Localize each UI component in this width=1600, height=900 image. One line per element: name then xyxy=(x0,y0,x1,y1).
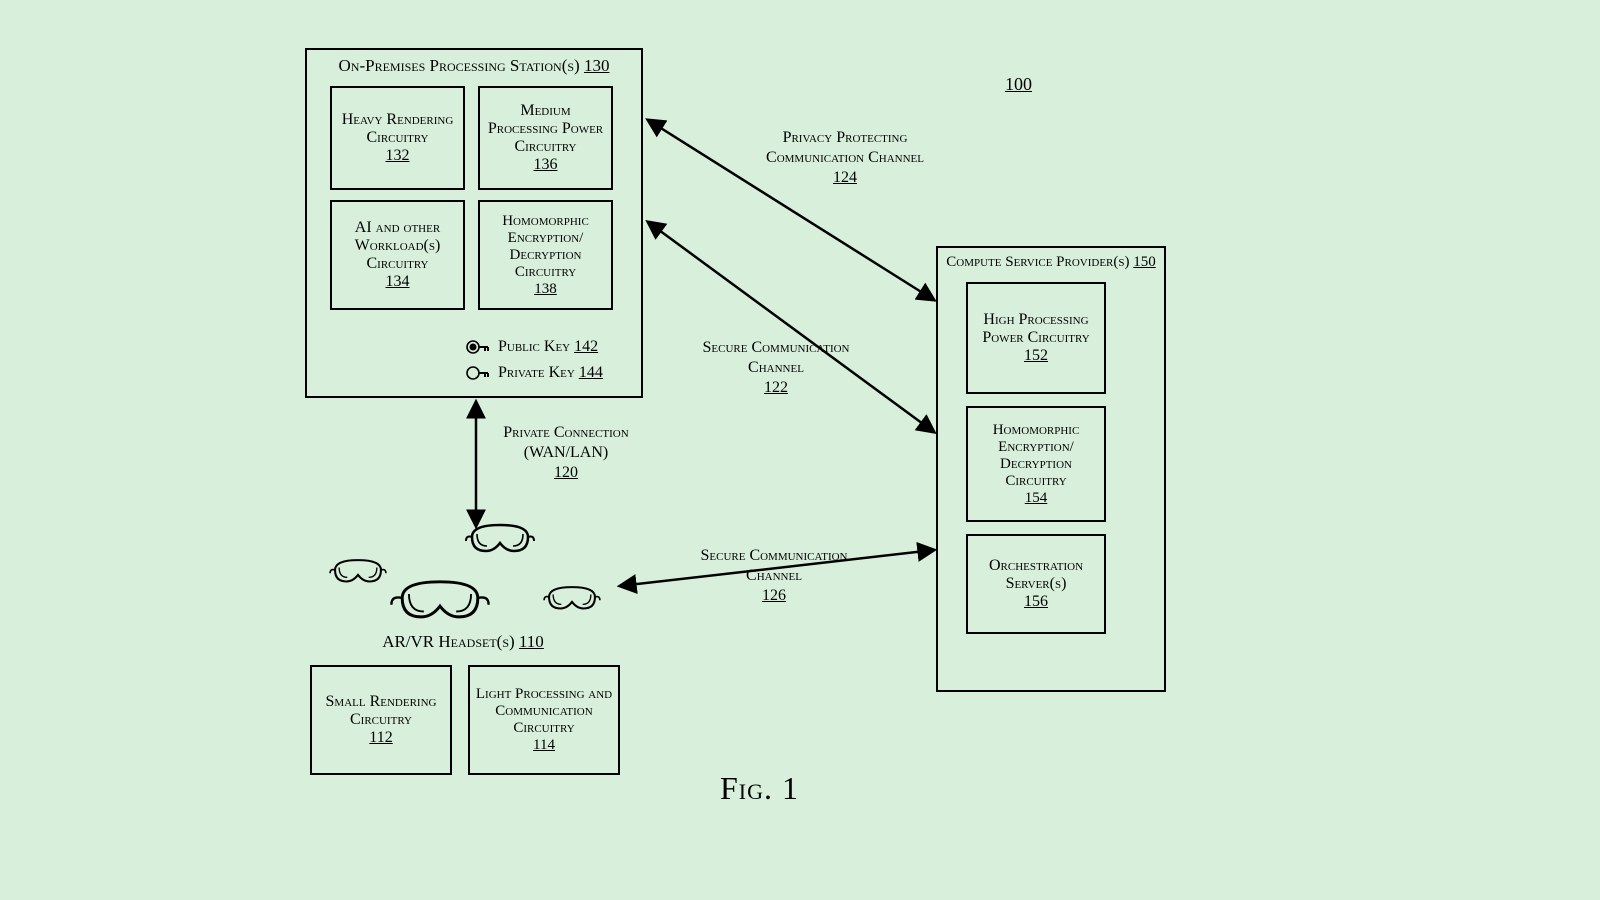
cell-136-label: Medium Processing Power Circuitry xyxy=(484,102,607,156)
csp-title-ref: 150 xyxy=(1133,254,1156,270)
public-key-row: Public Key 142 xyxy=(466,338,598,356)
headsets-title-text: AR/VR Headset(s) xyxy=(382,632,514,651)
cell-134-ref: 134 xyxy=(386,273,410,291)
headset-icon-3 xyxy=(391,582,488,617)
headset-icon-4 xyxy=(544,587,600,608)
public-key-icon xyxy=(466,340,490,354)
public-key-label: Public Key xyxy=(498,338,570,355)
private-key-ref: 144 xyxy=(579,364,603,381)
private-key-row: Private Key 144 xyxy=(466,364,603,382)
csp-cell-154: Homomorphic Encryption/ Decryption Circu… xyxy=(966,406,1106,522)
headset-icon-2 xyxy=(330,560,386,581)
csp-cell-156: Orchestration Server(s) 156 xyxy=(966,534,1106,634)
cell-138-label: Homomorphic Encryption/ Decryption Circu… xyxy=(484,213,607,281)
onprem-cell-136: Medium Processing Power Circuitry 136 xyxy=(478,86,613,190)
conn-124-label: Privacy Protecting Communication Channel… xyxy=(760,128,930,188)
csp-title-text: Compute Service Provider(s) xyxy=(946,254,1129,270)
conn-122-text: Secure Communication Channel xyxy=(702,339,849,376)
conn-122-label: Secure Communication Channel 122 xyxy=(696,338,856,398)
headset-cell-112: Small Rendering Circuitry 112 xyxy=(310,665,452,775)
cell-154-label: Homomorphic Encryption/ Decryption Circu… xyxy=(972,422,1100,490)
conn-122-ref: 122 xyxy=(764,379,788,396)
cell-112-ref: 112 xyxy=(369,729,392,747)
conn-126-label: Secure Communication Channel 126 xyxy=(694,546,854,606)
ref-100-text: 100 xyxy=(1005,74,1032,94)
onprem-title-text: On-Premises Processing Station(s) xyxy=(339,56,580,75)
cell-152-ref: 152 xyxy=(1024,347,1048,365)
conn-120-ref: 120 xyxy=(554,464,578,481)
private-key-label: Private Key xyxy=(498,364,575,381)
cell-152-label: High Processing Power Circuitry xyxy=(972,311,1100,347)
onprem-title: On-Premises Processing Station(s) 130 xyxy=(307,56,641,76)
cell-156-ref: 156 xyxy=(1024,593,1048,611)
cell-134-label: AI and other Workload(s) Circuitry xyxy=(336,219,459,273)
cell-132-ref: 132 xyxy=(386,147,410,165)
conn-120-label: Private Connection (WAN/LAN) 120 xyxy=(496,423,636,483)
conn-120-text: Private Connection (WAN/LAN) xyxy=(503,424,628,461)
cell-132-label: Heavy Rendering Circuitry xyxy=(336,111,459,147)
cell-112-label: Small Rendering Circuitry xyxy=(316,693,446,729)
cell-114-ref: 114 xyxy=(533,737,555,754)
figure-caption: Fig. 1 xyxy=(720,770,799,807)
cell-156-label: Orchestration Server(s) xyxy=(972,557,1100,593)
onprem-cell-138: Homomorphic Encryption/ Decryption Circu… xyxy=(478,200,613,310)
headset-cell-114: Light Processing and Communication Circu… xyxy=(468,665,620,775)
private-key-icon xyxy=(466,366,490,380)
onprem-title-ref: 130 xyxy=(584,56,610,75)
headset-icon-1 xyxy=(466,525,534,551)
onprem-cell-134: AI and other Workload(s) Circuitry 134 xyxy=(330,200,465,310)
conn-126-text: Secure Communication Channel xyxy=(700,547,847,584)
cell-154-ref: 154 xyxy=(1025,490,1048,507)
headsets-title: AR/VR Headset(s) 110 xyxy=(338,632,588,652)
ref-100: 100 xyxy=(1005,74,1032,95)
cell-114-label: Light Processing and Communication Circu… xyxy=(474,686,614,737)
cell-136-ref: 136 xyxy=(534,156,558,174)
csp-cell-152: High Processing Power Circuitry 152 xyxy=(966,282,1106,394)
headsets-title-ref: 110 xyxy=(519,632,544,651)
cell-138-ref: 138 xyxy=(534,281,557,298)
arrow-122 xyxy=(648,222,934,432)
conn-124-ref: 124 xyxy=(833,169,857,186)
onprem-cell-132: Heavy Rendering Circuitry 132 xyxy=(330,86,465,190)
csp-title: Compute Service Provider(s) 150 xyxy=(938,254,1164,271)
conn-126-ref: 126 xyxy=(762,587,786,604)
public-key-ref: 142 xyxy=(574,338,598,355)
figure-caption-text: Fig. 1 xyxy=(720,770,799,806)
conn-124-text: Privacy Protecting Communication Channel xyxy=(766,129,924,166)
